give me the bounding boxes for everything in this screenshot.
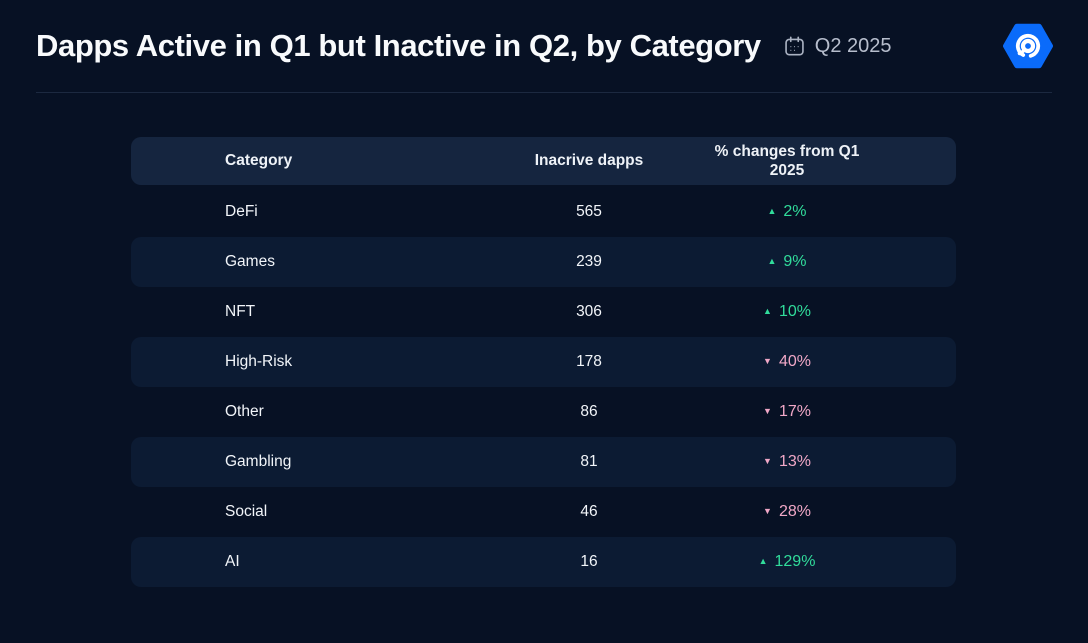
category-table: Category Inacrive dapps % changes from Q…: [131, 137, 956, 587]
down-arrow-icon: ▼: [763, 506, 772, 516]
cell-pct-change: ▼ 13%: [763, 453, 811, 470]
cell-category: Social: [225, 503, 268, 520]
table-header-row: Category Inacrive dapps % changes from Q…: [131, 137, 956, 185]
cell-inactive-dapps: 81: [580, 453, 598, 470]
page-title: Dapps Active in Q1 but Inactive in Q2, b…: [36, 28, 761, 63]
cell-inactive-dapps: 86: [580, 403, 598, 420]
cell-pct-change: ▲ 2%: [767, 203, 807, 220]
cell-pct-change: ▲ 129%: [758, 553, 816, 570]
table-row: NFT 306 ▲ 10%: [131, 287, 956, 337]
column-header-pct-change: % changes from Q1 2025: [714, 142, 860, 179]
table-row: High-Risk 178 ▼ 40%: [131, 337, 956, 387]
table-row: AI 16 ▲ 129%: [131, 537, 956, 587]
cell-category: DeFi: [225, 203, 258, 220]
cell-category: AI: [225, 553, 240, 570]
cell-category: Gambling: [225, 453, 292, 470]
table-row: Social 46 ▼ 28%: [131, 487, 956, 537]
cell-pct-change: ▼ 28%: [763, 503, 811, 520]
up-arrow-icon: ▲: [767, 256, 777, 266]
dappradar-logo: [1003, 22, 1053, 70]
header-bar: Dapps Active in Q1 but Inactive in Q2, b…: [36, 20, 1053, 72]
table-row: DeFi 565 ▲ 2%: [131, 187, 956, 237]
cell-inactive-dapps: 239: [576, 253, 602, 270]
up-arrow-icon: ▲: [758, 556, 768, 566]
period-badge: Q2 2025: [783, 35, 892, 58]
cell-pct-change: ▼ 40%: [763, 353, 811, 370]
up-arrow-icon: ▲: [767, 206, 777, 216]
cell-inactive-dapps: 178: [576, 353, 602, 370]
period-label: Q2 2025: [814, 34, 892, 57]
cell-pct-change: ▲ 10%: [763, 303, 811, 320]
down-arrow-icon: ▼: [763, 356, 772, 366]
cell-category: Games: [225, 253, 275, 270]
header-divider: [36, 92, 1052, 93]
cell-category: High-Risk: [225, 353, 293, 370]
table-row: Other 86 ▼ 17%: [131, 387, 956, 437]
dappradar-logo-icon: [1003, 23, 1053, 69]
cell-pct-change: ▼ 17%: [763, 403, 811, 420]
cell-pct-change: ▲ 9%: [767, 253, 807, 270]
cell-inactive-dapps: 16: [580, 553, 598, 570]
cell-inactive-dapps: 565: [576, 203, 602, 220]
table-row: Gambling 81 ▼ 13%: [131, 437, 956, 487]
calendar-icon: [785, 35, 804, 56]
column-header-inactive-dapps: Inacrive dapps: [534, 152, 644, 169]
cell-category: NFT: [225, 303, 256, 320]
cell-inactive-dapps: 46: [580, 503, 598, 520]
up-arrow-icon: ▲: [763, 306, 772, 316]
cell-inactive-dapps: 306: [576, 303, 602, 320]
down-arrow-icon: ▼: [763, 456, 772, 466]
table-row: Games 239 ▲ 9%: [131, 237, 956, 287]
cell-category: Other: [225, 403, 264, 420]
column-header-category: Category: [225, 152, 293, 169]
down-arrow-icon: ▼: [763, 406, 772, 416]
